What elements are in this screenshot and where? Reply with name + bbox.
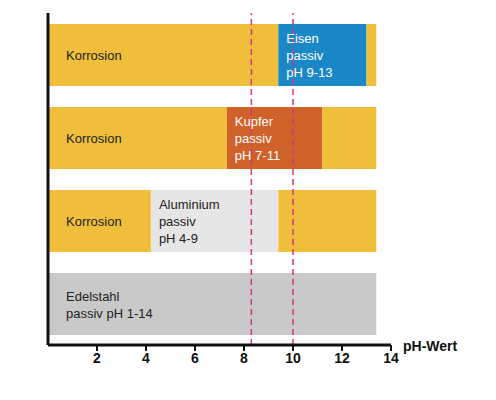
svg-text:Korrosion: Korrosion [66,48,122,63]
svg-text:10: 10 [285,350,301,366]
svg-text:2: 2 [93,350,101,366]
svg-text:EisenpassivpH 9-13: EisenpassivpH 9-13 [286,31,332,80]
svg-text:6: 6 [191,350,199,366]
svg-text:Edelstahlpassiv pH 1-14: Edelstahlpassiv pH 1-14 [66,288,153,320]
svg-text:Korrosion: Korrosion [66,214,122,229]
svg-text:Korrosion: Korrosion [66,131,122,146]
svg-text:AluminiumpassivpH 4-9: AluminiumpassivpH 4-9 [159,197,220,246]
svg-text:8: 8 [240,350,248,366]
svg-text:pH-Wert: pH-Wert [403,338,458,354]
svg-text:4: 4 [142,350,150,366]
svg-text:12: 12 [334,350,350,366]
svg-text:KupferpassivpH 7-11: KupferpassivpH 7-11 [235,114,280,163]
svg-text:14: 14 [383,350,399,366]
